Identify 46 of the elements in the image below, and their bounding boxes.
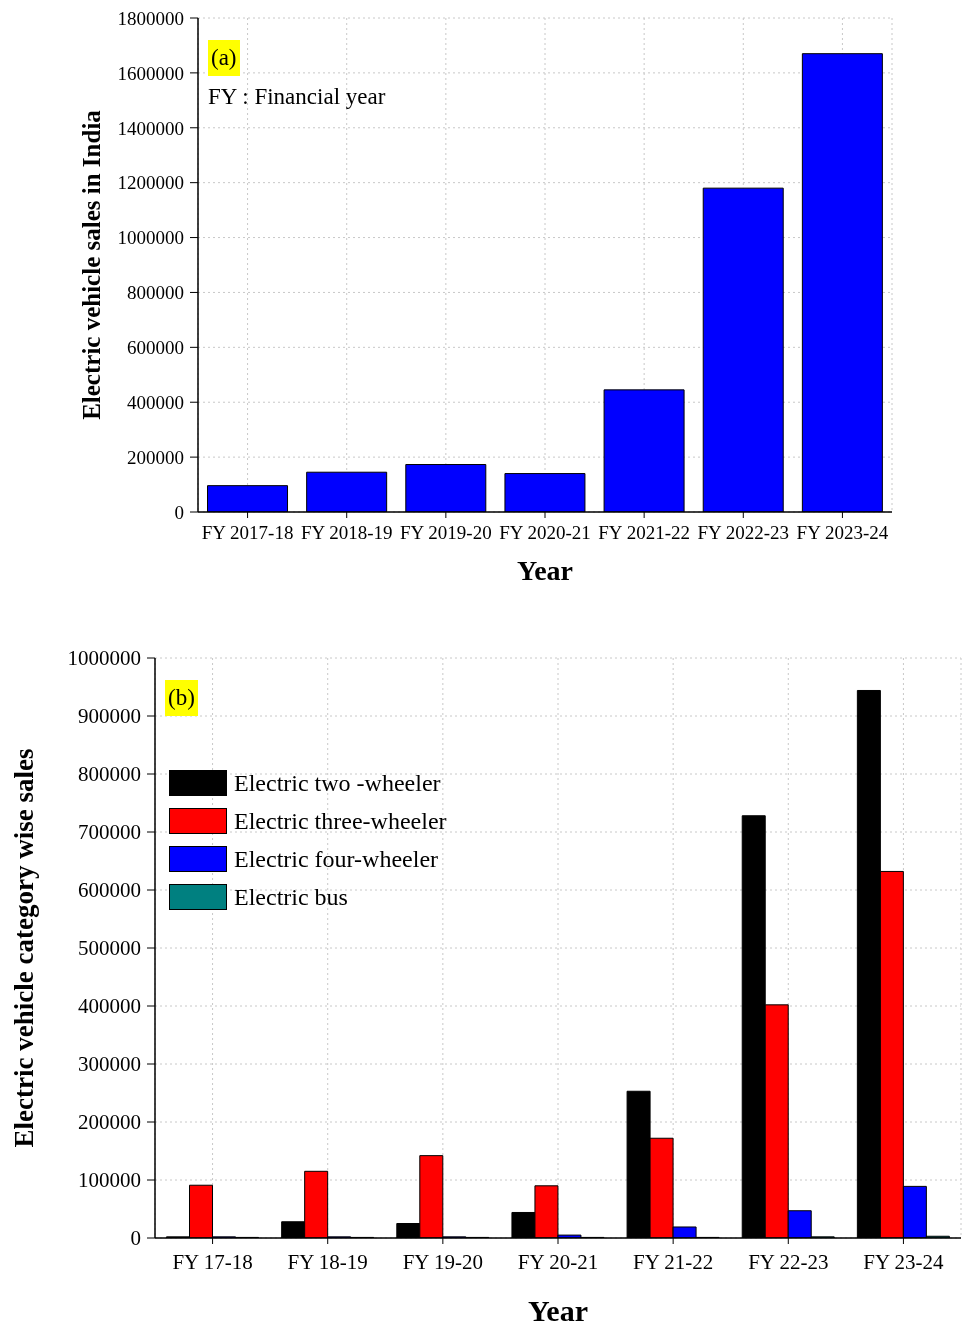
y-tick-label: 0 <box>130 1226 141 1251</box>
x-tick-label: FY 20-21 <box>517 1249 599 1274</box>
y-axis-title: Electric vehicle category wise sales <box>9 748 40 1148</box>
y-tick-label: 1600000 <box>117 62 184 84</box>
x-tick-label: FY 17-18 <box>172 1249 253 1274</box>
y-tick-label: 700000 <box>78 820 141 845</box>
x-tick-label: FY 2022-23 <box>697 522 790 544</box>
x-tick-label: FY 2023-24 <box>796 522 889 544</box>
y-tick-label: 200000 <box>78 1110 141 1135</box>
x-tick-label: FY 22-23 <box>748 1249 829 1274</box>
y-tick-label: 600000 <box>127 337 184 359</box>
x-tick-label: FY 2018-19 <box>300 522 393 544</box>
y-tick-label: 1800000 <box>117 7 184 29</box>
y-tick-label: 900000 <box>78 704 141 729</box>
y-tick-label: 300000 <box>78 1052 141 1077</box>
y-tick-label: 400000 <box>127 391 184 413</box>
y-tick-label: 1000000 <box>117 227 184 249</box>
y-tick-label: 400000 <box>78 994 141 1019</box>
y-tick-label: 1400000 <box>117 117 184 139</box>
x-tick-label: FY 2017-18 <box>201 522 294 544</box>
y-tick-label: 0 <box>174 501 184 523</box>
annotation: (a) <box>208 40 240 76</box>
x-axis-title: Year <box>517 554 573 587</box>
y-tick-label: 500000 <box>78 936 141 961</box>
legend-label: Electric three-wheeler <box>234 807 447 835</box>
y-tick-label: 1200000 <box>117 172 184 194</box>
y-tick-label: 1000000 <box>67 646 141 671</box>
y-tick-label: 600000 <box>78 878 141 903</box>
annotation: (b) <box>165 680 198 716</box>
legend-label: Electric bus <box>234 883 348 911</box>
x-tick-label: FY 2021-22 <box>598 522 690 544</box>
y-tick-label: 800000 <box>78 762 141 787</box>
x-tick-label: FY 18-19 <box>287 1249 368 1274</box>
x-tick-label: FY 2020-21 <box>499 522 591 544</box>
annotation: FY : Financial year <box>208 83 386 111</box>
x-tick-label: FY 23-24 <box>863 1249 945 1274</box>
y-tick-label: 200000 <box>127 446 184 468</box>
x-axis-title: Year <box>528 1293 588 1327</box>
legend-label: Electric four-wheeler <box>234 845 439 873</box>
y-axis-title: Electric vehicle sales in India <box>78 110 106 420</box>
y-tick-label: 100000 <box>78 1168 141 1193</box>
legend-label: Electric two -wheeler <box>234 769 441 797</box>
y-tick-label: 800000 <box>127 282 184 304</box>
x-tick-label: FY 2019-20 <box>400 522 492 544</box>
x-tick-label: FY 19-20 <box>402 1249 484 1274</box>
x-tick-label: FY 21-22 <box>632 1249 714 1274</box>
